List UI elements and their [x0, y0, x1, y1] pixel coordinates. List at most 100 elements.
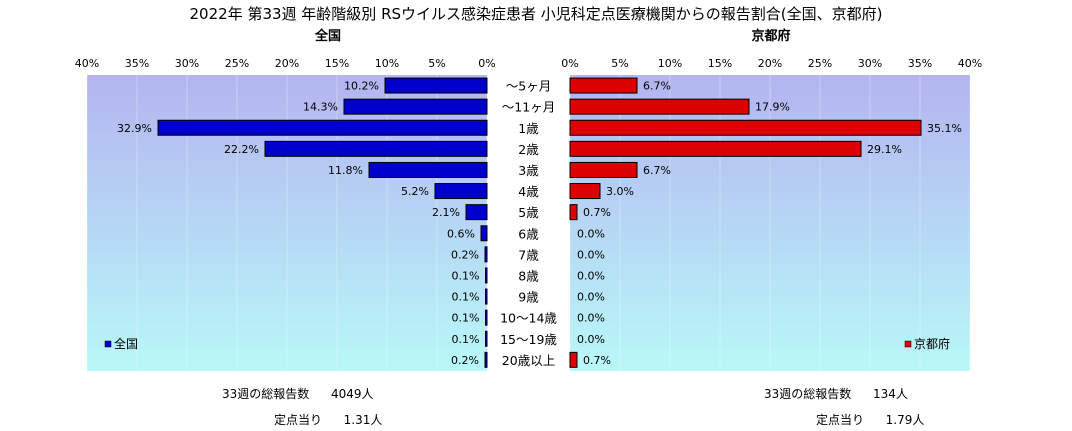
- national-value-label: 11.8%: [328, 164, 363, 177]
- kyoto-per-site-value: 1.79人: [885, 413, 925, 427]
- national-tick-label: 35%: [125, 57, 149, 70]
- national-per-site-label: 定点当り: [274, 413, 323, 427]
- national-per-site-value: 1.31人: [343, 413, 383, 427]
- kyoto-tick-label: 10%: [658, 57, 682, 70]
- national-bar: [264, 140, 488, 157]
- kyoto-value-label: 6.7%: [643, 164, 671, 177]
- kyoto-legend-label: 京都府: [914, 336, 950, 351]
- national-value-label: 0.1%: [452, 269, 480, 282]
- kyoto-value-label: 35.1%: [927, 122, 962, 135]
- kyoto-value-label: 0.0%: [577, 312, 605, 325]
- kyoto-value-label: 0.0%: [577, 333, 605, 346]
- category-label: 2歳: [518, 142, 539, 157]
- national-bar: [384, 77, 488, 94]
- kyoto-value-label: 0.0%: [577, 248, 605, 261]
- kyoto-tick-label: 40%: [958, 57, 982, 70]
- category-label: ～11ヶ月: [502, 100, 555, 115]
- kyoto-panel-title: 京都府: [751, 29, 791, 44]
- category-label: 7歳: [518, 247, 539, 262]
- national-value-label: 10.2%: [344, 80, 379, 93]
- category-label: 6歳: [518, 226, 539, 241]
- kyoto-tick-label: 35%: [908, 57, 932, 70]
- national-value-label: 0.1%: [452, 333, 480, 346]
- kyoto-bar: [569, 204, 578, 221]
- national-tick-label: 5%: [428, 57, 445, 70]
- kyoto-value-label: 0.7%: [583, 206, 611, 219]
- national-bar: [485, 330, 488, 347]
- kyoto-tick-label: 15%: [708, 57, 732, 70]
- national-bar: [484, 246, 488, 263]
- national-value-label: 0.6%: [447, 227, 475, 240]
- national-legend-swatch: [104, 340, 112, 348]
- kyoto-per-site: 定点当り 1.79人: [816, 411, 924, 428]
- national-value-label: 0.1%: [452, 312, 480, 325]
- kyoto-legend-swatch: [904, 340, 912, 348]
- national-bar: [484, 351, 488, 368]
- category-label: 15～19歳: [500, 332, 557, 347]
- kyoto-bar: [569, 140, 862, 157]
- national-bar: [485, 288, 488, 305]
- national-tick-label: 20%: [275, 57, 299, 70]
- national-total-value: 4049人: [330, 387, 374, 401]
- kyoto-value-label: 0.7%: [583, 354, 611, 367]
- national-bar: [480, 225, 488, 242]
- kyoto-value-label: 0.0%: [577, 269, 605, 282]
- kyoto-total-label: 33週の総報告数: [764, 387, 852, 401]
- kyoto-tick-label: 5%: [611, 57, 628, 70]
- category-label: 5歳: [518, 205, 539, 220]
- national-value-label: 32.9%: [117, 122, 152, 135]
- kyoto-total-value: 134人: [872, 387, 908, 401]
- national-value-label: 14.3%: [303, 101, 338, 114]
- chart-area: 0% 5% 10% 15% 20% 25% 30% 35% 40% 0% 5% 10% 15% 20% 25…: [75, 57, 982, 371]
- category-label: 10～14歳: [500, 311, 557, 326]
- national-bar: [434, 183, 488, 200]
- national-bar: [485, 267, 488, 284]
- national-value-label: 5.2%: [401, 185, 429, 198]
- national-bar: [465, 204, 488, 221]
- kyoto-tick-label: 20%: [758, 57, 782, 70]
- national-bar: [368, 161, 488, 178]
- national-bar: [343, 98, 488, 115]
- chart-title: 2022年 第33週 年齢階級別 RSウイルス感染症患者 小児科定点医療機関から…: [189, 5, 883, 23]
- category-label: 9歳: [518, 290, 539, 305]
- category-label: ～5ヶ月: [506, 79, 551, 94]
- kyoto-bar: [569, 77, 638, 94]
- kyoto-tick-label: 0%: [561, 57, 578, 70]
- national-bar: [157, 119, 488, 136]
- national-panel-title: 全国: [314, 29, 341, 44]
- category-label: 4歳: [518, 184, 539, 199]
- national-value-label: 0.1%: [452, 291, 480, 304]
- national-tick-label: 10%: [375, 57, 399, 70]
- national-value-label: 0.2%: [451, 354, 479, 367]
- kyoto-legend: 京都府: [904, 336, 950, 351]
- national-tick-label: 15%: [325, 57, 349, 70]
- national-per-site: 定点当り 1.31人: [274, 411, 382, 428]
- category-label: 8歳: [518, 268, 539, 283]
- national-tick-label: 0%: [478, 57, 495, 70]
- kyoto-value-label: 6.7%: [643, 80, 671, 93]
- kyoto-bar: [569, 183, 601, 200]
- category-label: 20歳以上: [502, 353, 555, 368]
- kyoto-total-reports: 33週の総報告数 134人: [764, 385, 908, 402]
- national-value-label: 2.1%: [432, 206, 460, 219]
- national-legend: 全国: [104, 336, 138, 351]
- national-total-label: 33週の総報告数: [222, 387, 310, 401]
- national-legend-label: 全国: [114, 336, 138, 351]
- kyoto-value-label: 0.0%: [577, 227, 605, 240]
- kyoto-value-label: 17.9%: [755, 101, 790, 114]
- kyoto-per-site-label: 定点当り: [816, 413, 865, 427]
- kyoto-bar: [569, 98, 750, 115]
- kyoto-bar: [569, 161, 638, 178]
- category-label: 1歳: [518, 121, 539, 136]
- national-value-label: 0.2%: [451, 248, 479, 261]
- kyoto-bar: [569, 351, 578, 368]
- kyoto-tick-label: 30%: [858, 57, 882, 70]
- kyoto-value-label: 0.0%: [577, 291, 605, 304]
- kyoto-tick-label: 25%: [808, 57, 832, 70]
- kyoto-value-label: 3.0%: [606, 185, 634, 198]
- category-label: 3歳: [518, 163, 539, 178]
- national-tick-label: 30%: [175, 57, 199, 70]
- kyoto-bar: [569, 119, 922, 136]
- kyoto-value-label: 29.1%: [867, 143, 902, 156]
- national-tick-label: 40%: [75, 57, 99, 70]
